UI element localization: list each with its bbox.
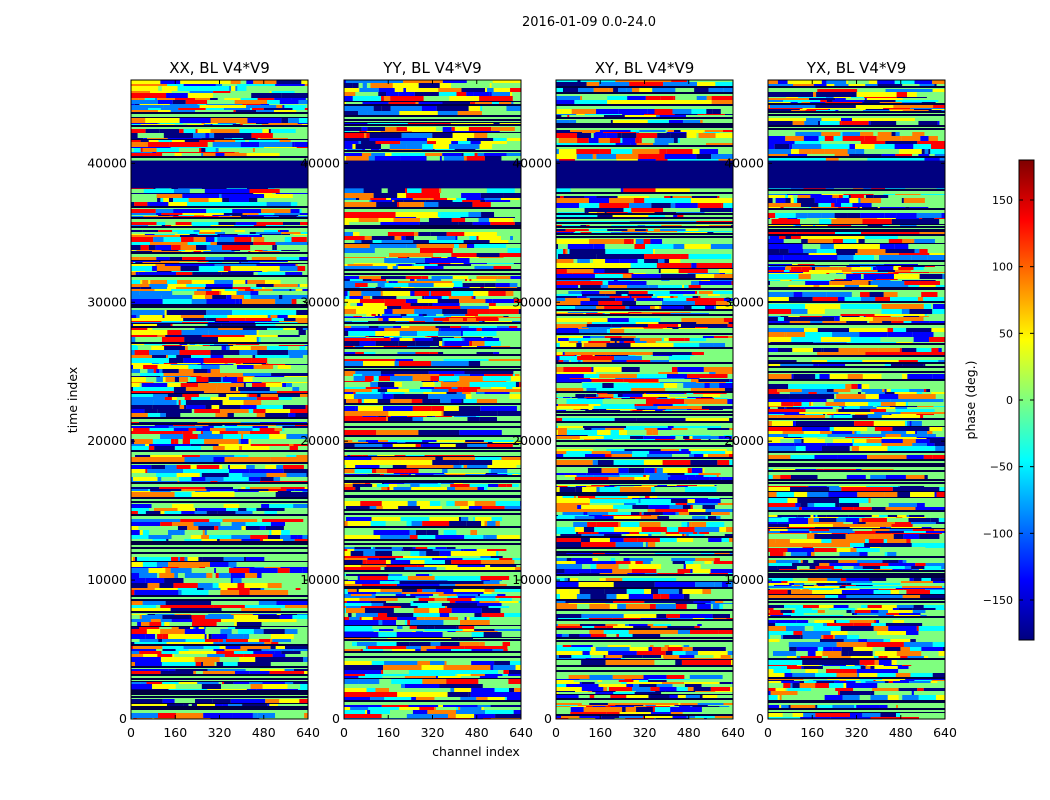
colorbar: 150 100 50 0 −50 −100 −150 xyxy=(983,159,1035,641)
y-tick-label: 20000 xyxy=(724,433,764,448)
y-tick-label: 20000 xyxy=(87,433,127,448)
y-tick-label: 10000 xyxy=(87,572,127,587)
colorbar-tick-label: 50 xyxy=(999,327,1013,340)
colorbar-tick-label: −100 xyxy=(983,527,1013,540)
y-tick-label: 30000 xyxy=(512,294,552,309)
flagged-block xyxy=(131,160,308,189)
x-tick-label: 480 xyxy=(252,725,276,740)
y-axis-label: time index xyxy=(65,367,80,433)
x-tick-label: 160 xyxy=(163,725,187,740)
heatmap-image xyxy=(344,80,521,719)
panel-title: XY, BL V4*V9 xyxy=(595,59,695,77)
colorbar-tick-label: −150 xyxy=(983,594,1013,607)
x-tick-label: 0 xyxy=(764,725,772,740)
y-tick-label: 0 xyxy=(332,711,340,726)
y-tick-label: 0 xyxy=(756,711,764,726)
x-tick-label: 160 xyxy=(588,725,612,740)
y-tick-label: 20000 xyxy=(512,433,552,448)
panel-title: XX, BL V4*V9 xyxy=(169,59,270,77)
y-tick-label: 10000 xyxy=(300,572,340,587)
x-tick-label: 480 xyxy=(677,725,701,740)
x-tick-label: 320 xyxy=(421,725,445,740)
y-tick-label: 40000 xyxy=(87,155,127,170)
colorbar-tick-label: 100 xyxy=(992,261,1013,274)
heatmap-image xyxy=(768,80,945,719)
y-tick-label: 40000 xyxy=(512,155,552,170)
heatmap-image xyxy=(556,80,733,719)
y-tick-label: 30000 xyxy=(300,294,340,309)
colorbar-tick-label: 0 xyxy=(1006,394,1013,407)
y-tick-label: 30000 xyxy=(724,294,764,309)
y-tick-label: 0 xyxy=(544,711,552,726)
x-tick-label: 320 xyxy=(845,725,869,740)
x-tick-label: 640 xyxy=(509,725,533,740)
x-tick-label: 320 xyxy=(633,725,657,740)
x-tick-label: 640 xyxy=(933,725,957,740)
flagged-block xyxy=(768,160,945,189)
panel-xy: XY, BL V4*V9 0 160 320 480 640 0 10000 20000 3000… xyxy=(512,59,745,740)
x-axis-label: channel index xyxy=(432,744,520,759)
x-tick-label: 480 xyxy=(465,725,489,740)
y-tick-label: 20000 xyxy=(300,433,340,448)
heatmap-image xyxy=(131,80,308,719)
panel-title: YY, BL V4*V9 xyxy=(382,59,481,77)
x-tick-label: 480 xyxy=(889,725,913,740)
y-tick-label: 30000 xyxy=(87,294,127,309)
panel-yx: YX, BL V4*V9 0 160 320 480 640 0 10000 20000 3000… xyxy=(724,59,957,740)
colorbar-label: phase (deg.) xyxy=(963,361,978,440)
panel-xx: XX, BL V4*V9 0 160 320 480 640 0 10000 20000 3000… xyxy=(87,59,320,740)
x-tick-label: 0 xyxy=(552,725,560,740)
panels: XX, BL V4*V9 0 160 320 480 640 0 10000 20000 3000… xyxy=(87,59,957,740)
flagged-block xyxy=(556,160,733,189)
x-tick-label: 0 xyxy=(340,725,348,740)
y-tick-label: 40000 xyxy=(724,155,764,170)
x-tick-label: 640 xyxy=(721,725,745,740)
colorbar-tick-label: −50 xyxy=(990,461,1013,474)
x-tick-label: 160 xyxy=(800,725,824,740)
x-tick-label: 320 xyxy=(208,725,232,740)
y-tick-label: 40000 xyxy=(300,155,340,170)
y-tick-label: 10000 xyxy=(724,572,764,587)
flagged-block xyxy=(344,160,521,189)
x-tick-label: 640 xyxy=(296,725,320,740)
panel-title: YX, BL V4*V9 xyxy=(806,59,907,77)
panel-yy: YY, BL V4*V9 0 160 320 480 640 0 10000 20000 3000… xyxy=(300,59,533,740)
x-tick-label: 160 xyxy=(376,725,400,740)
y-tick-label: 0 xyxy=(119,711,127,726)
figure-title: 2016-01-09 0.0-24.0 xyxy=(522,15,656,30)
colorbar-tick-label: 150 xyxy=(992,194,1013,207)
y-tick-label: 10000 xyxy=(512,572,552,587)
x-tick-label: 0 xyxy=(127,725,135,740)
